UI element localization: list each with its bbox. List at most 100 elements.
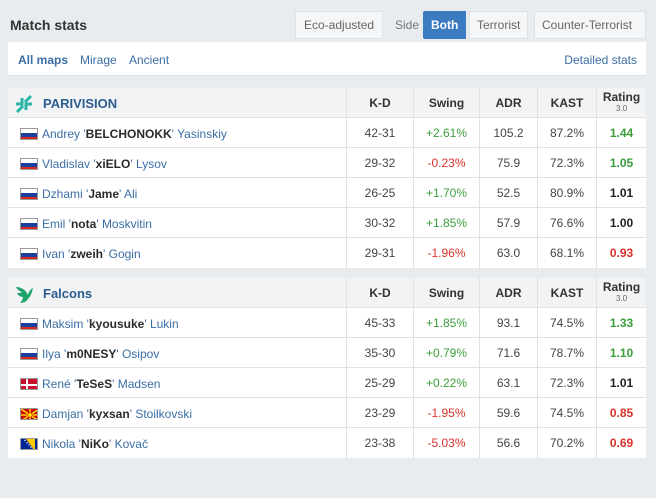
col-kd[interactable]: K-D <box>346 278 413 308</box>
player-name-link[interactable]: Nikola 'NiKo' Kovač <box>42 437 148 451</box>
kast-value: 78.7% <box>537 338 596 368</box>
col-kast[interactable]: KAST <box>537 278 596 308</box>
rating-value: 1.01 <box>596 178 646 208</box>
col-rating-version: 3.0 <box>615 294 628 303</box>
russia-flag <box>20 318 38 330</box>
eco-adjusted-toggle[interactable]: Eco-adjusted <box>295 11 384 39</box>
side-counter-terrorist-button[interactable]: Counter-Terrorist <box>534 11 646 39</box>
player-name-link[interactable]: Ilya 'm0NESY' Osipov <box>42 347 159 361</box>
col-rating-label: Rating <box>602 90 641 104</box>
kast-value: 72.3% <box>537 368 596 398</box>
player-last-name: ' Yasinskiy <box>171 127 227 141</box>
kd-value: 35-30 <box>346 338 413 368</box>
team-name[interactable]: PARIVISION <box>43 96 118 111</box>
player-last-name: ' Madsen <box>112 377 161 391</box>
player-last-name: ' Moskvitin <box>96 217 152 231</box>
col-rating[interactable]: Rating 3.0 <box>596 88 646 118</box>
kd-value: 42-31 <box>346 118 413 148</box>
player-first-name: René ' <box>42 377 77 391</box>
adr-value: 93.1 <box>479 308 537 338</box>
map-tab-ancient[interactable]: Ancient <box>129 53 170 67</box>
russia-flag <box>20 128 38 140</box>
player-nickname: xiELO <box>95 157 131 171</box>
swing-value: +0.22% <box>413 368 479 398</box>
player-name-link[interactable]: Vladislav 'xiELO' Lysov <box>42 157 167 171</box>
swing-value: -0.23% <box>413 148 479 178</box>
adr-value: 71.6 <box>479 338 537 368</box>
player-row: Emil 'nota' Moskvitin 30-32 +1.85% 57.9 76.6… <box>8 208 646 238</box>
kast-value: 80.9% <box>537 178 596 208</box>
team-name[interactable]: Falcons <box>43 286 93 301</box>
team-header: PARIVISION K-D Swing ADR KAST Rating 3.0 <box>8 88 646 118</box>
kast-value: 72.3% <box>537 148 596 178</box>
adr-value: 75.9 <box>479 148 537 178</box>
player-row: Ilya 'm0NESY' Osipov 35-30 +0.79% 71.6 78.7%… <box>8 338 646 368</box>
player-name-link[interactable]: Maksim 'kyousuke' Lukin <box>42 317 179 331</box>
side-label: Side <box>395 18 420 32</box>
player-name-link[interactable]: Ivan 'zweih' Gogin <box>42 247 141 261</box>
player-nickname: kyousuke <box>88 317 145 331</box>
player-last-name: ' Ali <box>119 187 138 201</box>
adr-value: 57.9 <box>479 208 537 238</box>
player-nickname: Jame <box>88 187 120 201</box>
player-first-name: Nikola ' <box>42 437 81 451</box>
rating-value: 1.05 <box>596 148 646 178</box>
player-nickname: TeSeS <box>76 377 113 391</box>
rating-value: 1.01 <box>596 368 646 398</box>
detailed-stats-link[interactable]: Detailed stats <box>564 53 637 67</box>
russia-flag <box>20 188 38 200</box>
player-name-link[interactable]: Emil 'nota' Moskvitin <box>42 217 152 231</box>
player-name-link[interactable]: Andrey 'BELCHONOKK' Yasinskiy <box>42 127 227 141</box>
kast-value: 74.5% <box>537 398 596 428</box>
kd-value: 29-31 <box>346 238 413 268</box>
col-adr[interactable]: ADR <box>479 88 537 118</box>
russia-flag <box>20 218 38 230</box>
north-macedonia-flag <box>20 408 38 420</box>
kd-value: 26-25 <box>346 178 413 208</box>
player-rows: Maksim 'kyousuke' Lukin 45-33 +1.85% 93.1 74… <box>8 308 646 458</box>
kast-value: 70.2% <box>537 428 596 458</box>
player-rows: Andrey 'BELCHONOKK' Yasinskiy 42-31 +2.61%… <box>8 118 646 268</box>
side-terrorist-button[interactable]: Terrorist <box>469 11 529 39</box>
col-adr[interactable]: ADR <box>479 278 537 308</box>
russia-flag <box>20 348 38 360</box>
player-nickname: zweih <box>70 247 103 261</box>
col-swing[interactable]: Swing <box>413 278 479 308</box>
kd-value: 23-29 <box>346 398 413 428</box>
swing-value: +1.70% <box>413 178 479 208</box>
adr-value: 52.5 <box>479 178 537 208</box>
kd-value: 29-32 <box>346 148 413 178</box>
col-rating[interactable]: Rating 3.0 <box>596 278 646 308</box>
player-name-link[interactable]: Damjan 'kyxsan' Stoilkovski <box>42 407 192 421</box>
player-name-link[interactable]: Dzhami 'Jame' Ali <box>42 187 137 201</box>
rating-value: 0.93 <box>596 238 646 268</box>
swing-value: -1.96% <box>413 238 479 268</box>
team-table-falcons: Falcons K-D Swing ADR KAST Rating 3.0 Ma… <box>8 278 646 458</box>
rating-value: 1.00 <box>596 208 646 238</box>
adr-value: 63.0 <box>479 238 537 268</box>
player-nickname: nota <box>70 217 97 231</box>
col-rating-version: 3.0 <box>615 104 628 113</box>
player-first-name: Dzhami ' <box>42 187 89 201</box>
col-swing[interactable]: Swing <box>413 88 479 118</box>
player-nickname: NiKo <box>80 437 109 451</box>
player-nickname: kyxsan <box>88 407 130 421</box>
swing-value: +0.79% <box>413 338 479 368</box>
player-name-link[interactable]: René 'TeSeS' Madsen <box>42 377 160 391</box>
kd-value: 30-32 <box>346 208 413 238</box>
map-tab-all[interactable]: All maps <box>18 53 69 67</box>
rating-value: 1.33 <box>596 308 646 338</box>
player-row: Dzhami 'Jame' Ali 26-25 +1.70% 52.5 80.9% 1.0… <box>8 178 646 208</box>
player-first-name: Maksim ' <box>42 317 89 331</box>
player-last-name: ' Gogin <box>102 247 141 261</box>
rating-value: 0.85 <box>596 398 646 428</box>
adr-value: 56.6 <box>479 428 537 458</box>
player-first-name: Ilya ' <box>42 347 67 361</box>
side-both-button[interactable]: Both <box>423 11 467 39</box>
swing-value: +1.85% <box>413 308 479 338</box>
kast-value: 87.2% <box>537 118 596 148</box>
col-kast[interactable]: KAST <box>537 88 596 118</box>
col-kd[interactable]: K-D <box>346 88 413 118</box>
adr-value: 63.1 <box>479 368 537 398</box>
map-tab-mirage[interactable]: Mirage <box>80 53 117 67</box>
